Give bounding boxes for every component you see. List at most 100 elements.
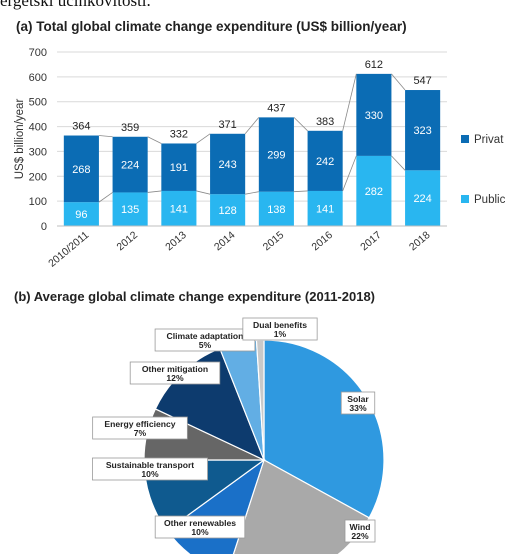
data-label-total: 612 xyxy=(365,59,383,71)
connector-line xyxy=(342,73,357,131)
connector-line xyxy=(98,135,113,138)
pie-label-percent: 10% xyxy=(191,527,209,537)
pie-label-percent: 12% xyxy=(166,373,184,383)
data-label-public: 282 xyxy=(365,186,383,198)
connector-line xyxy=(391,73,406,91)
page-top-text: ergetski učinkovitosti. xyxy=(0,0,151,10)
data-label-private: 330 xyxy=(365,110,383,122)
bar-public xyxy=(210,194,246,226)
data-label-public: 141 xyxy=(170,203,188,215)
pie-label-name: Energy efficiency xyxy=(104,419,175,429)
pie-label-box xyxy=(92,416,188,440)
pie-label-percent: 10% xyxy=(141,469,159,479)
bar-chart-title: (a) Total global climate change expendit… xyxy=(16,19,407,34)
bar-private xyxy=(356,73,392,156)
y-tick-label: 600 xyxy=(29,72,47,84)
y-tick-label: 200 xyxy=(29,171,47,183)
legend-swatch-private xyxy=(461,135,469,143)
data-label-total: 383 xyxy=(316,116,334,128)
bar-chart: 0 100 200 300 400 500 600 700 US$ billion/year 96… xyxy=(14,47,506,270)
bar-public xyxy=(63,202,99,226)
connector-line xyxy=(196,133,211,144)
bar-public xyxy=(405,170,441,226)
bar-private xyxy=(161,143,197,191)
pie-label-name: Dual benefits xyxy=(253,320,307,330)
pie-label-name: Other renewables xyxy=(164,518,236,528)
data-label-private: 243 xyxy=(218,159,236,171)
data-label-public: 96 xyxy=(75,209,87,221)
pie-label-box xyxy=(129,361,221,385)
data-label-total: 359 xyxy=(121,122,139,134)
data-label-private: 191 xyxy=(170,162,188,174)
pie-label-name: Climate adaptation xyxy=(167,331,244,341)
bar-private xyxy=(405,90,441,171)
data-label-total: 371 xyxy=(218,119,236,131)
pie-label-percent: 5% xyxy=(199,340,212,350)
connector-line xyxy=(98,192,113,203)
bar-public xyxy=(112,192,148,226)
y-tick-label: 0 xyxy=(41,221,47,233)
data-label-total: 547 xyxy=(413,75,431,87)
pie-label-percent: 1% xyxy=(274,329,287,339)
pie-label-percent: 33% xyxy=(349,403,367,413)
connector-line xyxy=(196,190,211,195)
connector-line xyxy=(147,136,162,144)
connector-line xyxy=(293,190,308,193)
legend-label-private: Privat xyxy=(474,134,504,146)
pie-label-box xyxy=(92,457,208,481)
data-label-public: 141 xyxy=(316,203,334,215)
data-label-private: 242 xyxy=(316,156,334,168)
data-label-public: 138 xyxy=(267,204,285,216)
y-tick-label: 300 xyxy=(29,146,47,158)
bar-public xyxy=(258,191,294,226)
pie-label-percent: 22% xyxy=(351,531,369,541)
data-label-private: 268 xyxy=(72,164,90,176)
bar-private xyxy=(210,133,246,195)
pie-label-box xyxy=(242,317,318,341)
pie-label-box xyxy=(154,515,246,539)
data-label-public: 128 xyxy=(218,205,236,217)
pie-chart-title: (b) Average global climate change expend… xyxy=(14,289,375,304)
bar-private xyxy=(63,135,99,203)
y-tick-label: 500 xyxy=(29,97,47,109)
data-label-total: 437 xyxy=(267,102,285,114)
connector-line xyxy=(147,190,162,193)
data-label-private: 323 xyxy=(413,125,431,137)
bar-private xyxy=(307,130,343,191)
pie-label-name: Wind xyxy=(350,522,371,532)
legend-label-public: Public xyxy=(474,194,506,206)
bar-public xyxy=(307,190,343,226)
legend-swatch-public xyxy=(461,195,469,203)
y-tick-label: 400 xyxy=(29,122,47,134)
data-label-total: 364 xyxy=(72,121,90,133)
connector-line xyxy=(245,191,259,195)
bar-public xyxy=(356,155,392,226)
pie-label-name: Other mitigation xyxy=(142,364,208,374)
pie-label-name: Sustainable transport xyxy=(106,460,194,470)
connector-line xyxy=(391,155,406,171)
connector-line xyxy=(342,155,357,192)
pie-label-percent: 7% xyxy=(134,428,147,438)
connector-line xyxy=(293,117,308,132)
data-label-total: 332 xyxy=(170,128,188,140)
connector-line xyxy=(244,117,260,135)
bar-private xyxy=(258,117,294,192)
data-label-public: 135 xyxy=(121,204,139,216)
bar-public xyxy=(161,190,197,226)
pie-label-name: Solar xyxy=(347,394,369,404)
data-label-public: 224 xyxy=(413,193,431,205)
data-label-private: 299 xyxy=(267,150,285,162)
y-axis-label: US$ billion/year xyxy=(14,99,26,180)
pie-label-box xyxy=(344,519,376,543)
bar-private xyxy=(112,136,148,193)
